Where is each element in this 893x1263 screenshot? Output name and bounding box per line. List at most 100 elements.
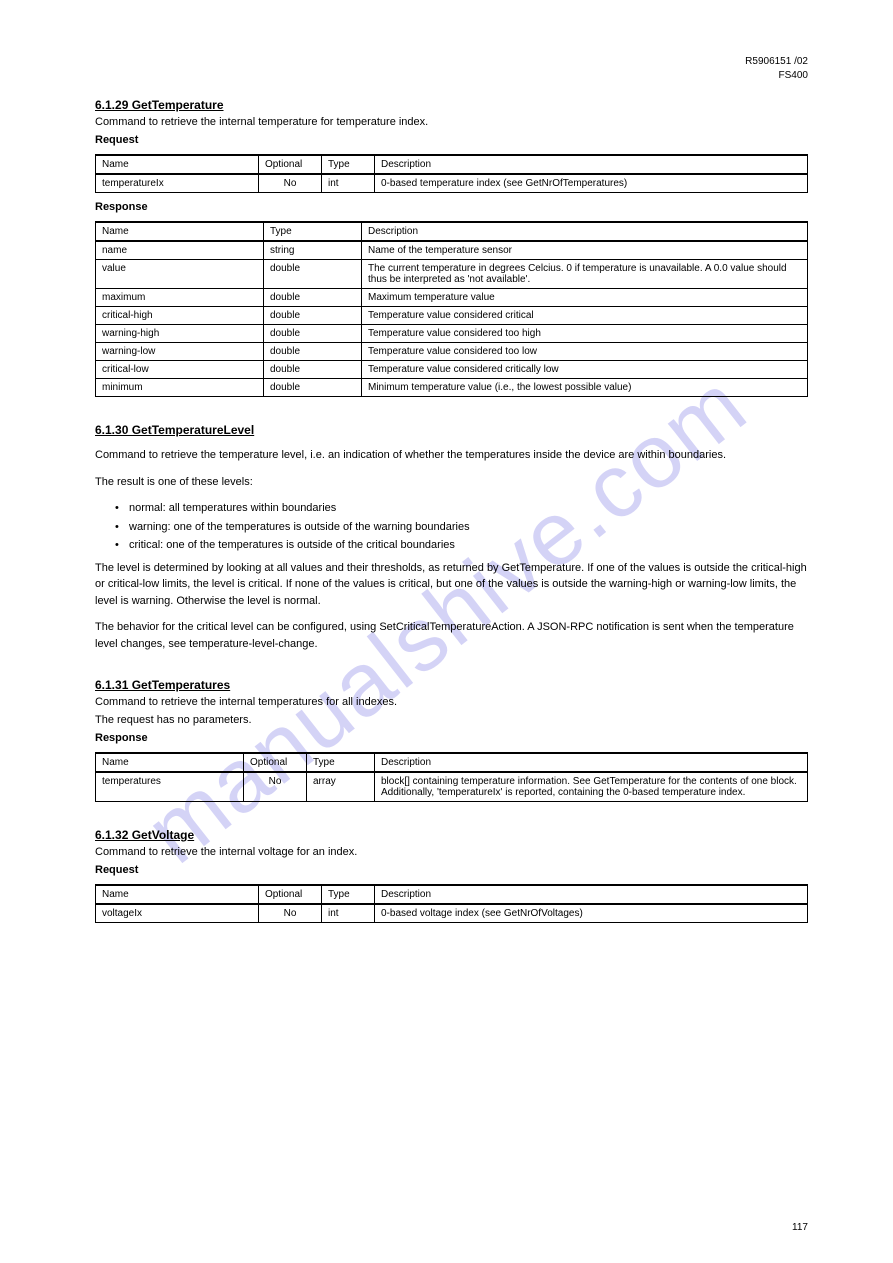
response-label: Response	[95, 201, 808, 213]
cell-type: int	[322, 904, 375, 923]
table-row: temperatures No array block[] containing…	[96, 772, 808, 802]
cell-name: name	[96, 241, 264, 260]
cell-type: double	[264, 260, 362, 289]
paragraph: The behavior for the critical level can …	[95, 619, 808, 652]
bullet-list: •normal: all temperatures within boundar…	[95, 500, 808, 554]
table-row: critical-low double Temperature value co…	[96, 361, 808, 379]
cell-desc: Temperature value considered too high	[362, 325, 808, 343]
cell-optional: No	[244, 772, 307, 802]
text-run: GetTemperature	[502, 562, 581, 574]
table-row: critical-high double Temperature value c…	[96, 307, 808, 325]
doc-id: R5906151 /02	[745, 55, 808, 69]
cell-desc: Temperature value considered critically …	[362, 361, 808, 379]
cell-name: maximum	[96, 289, 264, 307]
cell-type: double	[264, 289, 362, 307]
cell-optional: No	[259, 174, 322, 193]
cell-name: critical-high	[96, 307, 264, 325]
cell-desc: Name of the temperature sensor	[362, 241, 808, 260]
request-label: Request	[95, 864, 808, 876]
section-title: 6.1.31 GetTemperatures	[95, 678, 808, 692]
cell-name: temperatureIx	[96, 174, 259, 193]
product-name: FS400	[745, 69, 808, 83]
cell-type: double	[264, 361, 362, 379]
response-label: Response	[95, 732, 808, 744]
table-header: Name	[96, 753, 244, 772]
table-header: Description	[362, 222, 808, 241]
cell-type: int	[322, 174, 375, 193]
table-header: Name	[96, 155, 259, 174]
cell-name: voltageIx	[96, 904, 259, 923]
cell-type: double	[264, 307, 362, 325]
section-title: 6.1.30 GetTemperatureLevel	[95, 423, 808, 437]
request-table: Name Optional Type Description temperatu…	[95, 154, 808, 193]
text-run: .	[318, 595, 321, 607]
table-row: maximum double Maximum temperature value	[96, 289, 808, 307]
cell-desc: Temperature value considered too low	[362, 343, 808, 361]
cell-desc: 0-based temperature index (see GetNrOfTe…	[375, 174, 808, 193]
table-header: Type	[322, 155, 375, 174]
table-header: Description	[375, 885, 808, 904]
cell-type: string	[264, 241, 362, 260]
cell-desc: The current temperature in degrees Celci…	[362, 260, 808, 289]
paragraph: The level is determined by looking at al…	[95, 560, 808, 610]
table-row: temperatureIx No int 0-based temperature…	[96, 174, 808, 193]
list-item: •critical: one of the temperatures is ou…	[115, 537, 808, 554]
table-header: Optional	[244, 753, 307, 772]
list-item: •warning: one of the temperatures is out…	[115, 519, 808, 536]
text-run: critical	[197, 621, 228, 633]
text-run: level can be configured, using	[228, 621, 380, 633]
table-row: warning-low double Temperature value con…	[96, 343, 808, 361]
request-label: Request	[95, 134, 808, 146]
cell-optional: No	[259, 904, 322, 923]
section-subtitle: Command to retrieve the internal tempera…	[95, 116, 808, 128]
bullet-icon: •	[115, 500, 129, 517]
page-content: R5906151 /02 FS400 6.1.29 GetTemperature…	[0, 0, 893, 971]
text-run: normal	[284, 595, 318, 607]
page-number: 117	[792, 1222, 808, 1233]
list-text: critical: one of the temperatures is out…	[129, 537, 455, 554]
request-note: The request has no parameters.	[95, 714, 808, 726]
section-subtitle: Command to retrieve the internal tempera…	[95, 696, 808, 708]
table-header: Name	[96, 222, 264, 241]
request-table: Name Optional Type Description voltageIx…	[95, 884, 808, 923]
cell-type: double	[264, 343, 362, 361]
paragraph: The result is one of these levels:	[95, 474, 808, 491]
table-header: Optional	[259, 885, 322, 904]
cell-desc: Temperature value considered critical	[362, 307, 808, 325]
text-run: SetCriticalTemperatureAction	[379, 621, 521, 633]
table-header: Name	[96, 885, 259, 904]
text-run: temperature-level-change	[189, 638, 314, 650]
list-text: normal: all temperatures within boundari…	[129, 500, 336, 517]
section-title: 6.1.29 GetTemperature	[95, 98, 808, 112]
cell-name: warning-high	[96, 325, 264, 343]
response-table: Name Type Description name string Name o…	[95, 221, 808, 397]
cell-type: double	[264, 379, 362, 397]
bullet-icon: •	[115, 519, 129, 536]
cell-type: double	[264, 325, 362, 343]
section-body: Command to retrieve the temperature leve…	[95, 447, 808, 652]
table-row: voltageIx No int 0-based voltage index (…	[96, 904, 808, 923]
cell-name: warning-low	[96, 343, 264, 361]
cell-desc: block[] containing temperature informati…	[375, 772, 808, 802]
cell-name: temperatures	[96, 772, 244, 802]
text-run: warning	[132, 595, 171, 607]
cell-desc: Minimum temperature value (i.e., the low…	[362, 379, 808, 397]
bullet-icon: •	[115, 537, 129, 554]
table-row: name string Name of the temperature sens…	[96, 241, 808, 260]
text-run: . Otherwise the level is	[170, 595, 284, 607]
cell-name: critical-low	[96, 361, 264, 379]
section-subtitle: Command to retrieve the internal voltage…	[95, 846, 808, 858]
table-header: Description	[375, 753, 808, 772]
page-footer: 117	[95, 1222, 808, 1233]
cell-name: value	[96, 260, 264, 289]
table-header: Type	[264, 222, 362, 241]
table-row: minimum double Minimum temperature value…	[96, 379, 808, 397]
section-title: 6.1.32 GetVoltage	[95, 828, 808, 842]
text-run: .	[315, 638, 318, 650]
cell-type: array	[307, 772, 375, 802]
table-header: Optional	[259, 155, 322, 174]
paragraph: Command to retrieve the temperature leve…	[95, 447, 808, 464]
table-row: warning-high double Temperature value co…	[96, 325, 808, 343]
cell-desc: Maximum temperature value	[362, 289, 808, 307]
cell-desc: 0-based voltage index (see GetNrOfVoltag…	[375, 904, 808, 923]
